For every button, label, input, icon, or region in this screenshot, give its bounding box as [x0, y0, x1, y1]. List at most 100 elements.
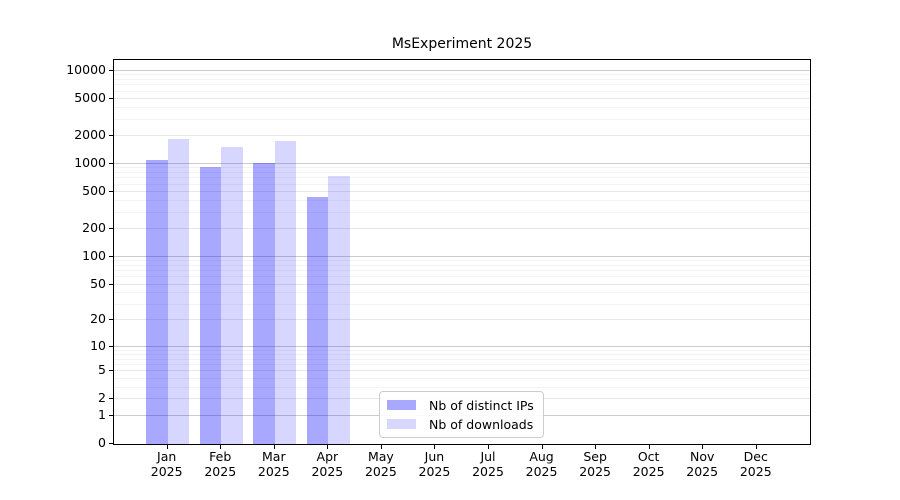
y-tick-label-10000: 10000	[66, 61, 106, 77]
month-label: Aug	[529, 449, 554, 464]
month-label: Dec	[743, 449, 768, 464]
bar-nb-of-distinct-ips-apr	[306, 196, 329, 444]
legend-swatch-downloads	[387, 419, 416, 429]
chart-title: MsExperiment 2025	[391, 36, 533, 52]
x-tick-mark	[434, 445, 436, 449]
month-label: Apr	[316, 449, 339, 464]
major-gridline	[114, 283, 810, 285]
year-label: 2025	[579, 464, 611, 479]
minor-gridline	[114, 118, 810, 120]
major-gridline	[114, 345, 810, 347]
y-tick-label-20: 20	[90, 311, 106, 327]
y-tick-mark	[109, 414, 113, 416]
minor-gridline	[114, 167, 810, 169]
x-tick-mark	[702, 445, 704, 449]
month-label: Jul	[480, 449, 496, 464]
x-tick-label-jan: Jan 2025	[135, 449, 199, 479]
minor-gridline	[114, 74, 810, 76]
minor-gridline	[114, 78, 810, 80]
y-tick-mark	[109, 228, 113, 230]
y-tick-mark	[109, 191, 113, 193]
month-label: Nov	[689, 449, 715, 464]
year-label: 2025	[364, 464, 397, 479]
major-gridline	[114, 69, 810, 71]
x-tick-label-apr: Apr 2025	[295, 449, 359, 479]
y-tick-mark	[109, 163, 113, 165]
minor-gridline	[114, 292, 810, 294]
x-tick-label-sep: Sep 2025	[563, 449, 627, 479]
bar-nb-of-downloads-jan	[167, 138, 190, 444]
year-label: 2025	[686, 464, 719, 479]
y-tick-mark	[109, 135, 113, 137]
x-tick-mark	[541, 445, 543, 449]
x-tick-mark	[273, 445, 275, 449]
minor-gridline	[114, 276, 810, 278]
minor-gridline	[114, 177, 810, 179]
y-tick-mark	[109, 97, 113, 99]
y-tick-mark	[109, 345, 113, 347]
major-gridline	[114, 319, 810, 321]
major-gridline	[114, 228, 810, 230]
x-tick-label-feb: Feb 2025	[188, 449, 252, 479]
major-gridline	[114, 135, 810, 137]
minor-gridline	[114, 106, 810, 108]
x-tick-label-jul: Jul 2025	[456, 449, 520, 479]
month-label: Oct	[637, 449, 660, 464]
major-gridline	[114, 370, 810, 372]
bar-nb-of-distinct-ips-jan	[146, 159, 168, 444]
minor-gridline	[114, 349, 810, 351]
bar-nb-of-distinct-ips-feb	[199, 167, 222, 444]
y-tick-label-1000: 1000	[74, 155, 106, 171]
legend-label-distinct-ips: Nb of distinct IPs	[429, 397, 534, 413]
legend: Nb of distinct IPs Nb of downloads	[379, 391, 544, 438]
minor-gridline	[114, 363, 810, 365]
month-label: Mar	[262, 449, 286, 464]
y-tick-mark	[109, 319, 113, 321]
x-tick-mark	[755, 445, 757, 449]
y-tick-label-100: 100	[82, 247, 106, 263]
bar-nb-of-downloads-feb	[221, 147, 243, 444]
bar-nb-of-distinct-ips-mar	[253, 162, 275, 444]
x-tick-mark	[595, 445, 597, 449]
year-label: 2025	[739, 464, 772, 479]
bar-nb-of-downloads-mar	[274, 140, 297, 444]
minor-gridline	[114, 90, 810, 92]
y-tick-label-2: 2	[98, 390, 106, 406]
year-label: 2025	[632, 464, 665, 479]
minor-gridline	[114, 183, 810, 185]
x-tick-mark	[166, 445, 168, 449]
x-tick-label-may: May 2025	[349, 449, 413, 479]
y-tick-mark	[109, 370, 113, 372]
x-tick-label-oct: Oct 2025	[617, 449, 681, 479]
y-tick-label-10: 10	[90, 337, 106, 353]
legend-item-downloads: Nb of downloads	[387, 416, 534, 432]
plot-area	[113, 59, 811, 445]
y-tick-mark	[109, 283, 113, 285]
y-tick-label-5: 5	[98, 362, 106, 378]
minor-gridline	[114, 260, 810, 262]
x-tick-mark	[648, 445, 650, 449]
major-gridline	[114, 163, 810, 165]
x-tick-mark	[327, 445, 329, 449]
major-gridline	[114, 191, 810, 193]
year-label: 2025	[257, 464, 290, 479]
x-tick-label-mar: Mar 2025	[242, 449, 306, 479]
y-tick-label-500: 500	[82, 183, 106, 199]
year-label: 2025	[418, 464, 451, 479]
month-label: Feb	[209, 449, 232, 464]
y-tick-label-1: 1	[98, 406, 106, 422]
y-tick-mark	[109, 69, 113, 71]
legend-label-downloads: Nb of downloads	[429, 416, 534, 432]
major-gridline	[114, 255, 810, 257]
y-tick-mark	[109, 255, 113, 257]
y-tick-label-50: 50	[90, 275, 106, 291]
minor-gridline	[114, 303, 810, 305]
legend-swatch-distinct-ips	[387, 400, 416, 410]
minor-gridline	[114, 353, 810, 355]
year-label: 2025	[472, 464, 504, 479]
y-tick-label-5000: 5000	[74, 89, 106, 105]
x-tick-mark	[220, 445, 222, 449]
bar-nb-of-downloads-apr	[328, 175, 350, 444]
month-label: May	[367, 449, 394, 464]
